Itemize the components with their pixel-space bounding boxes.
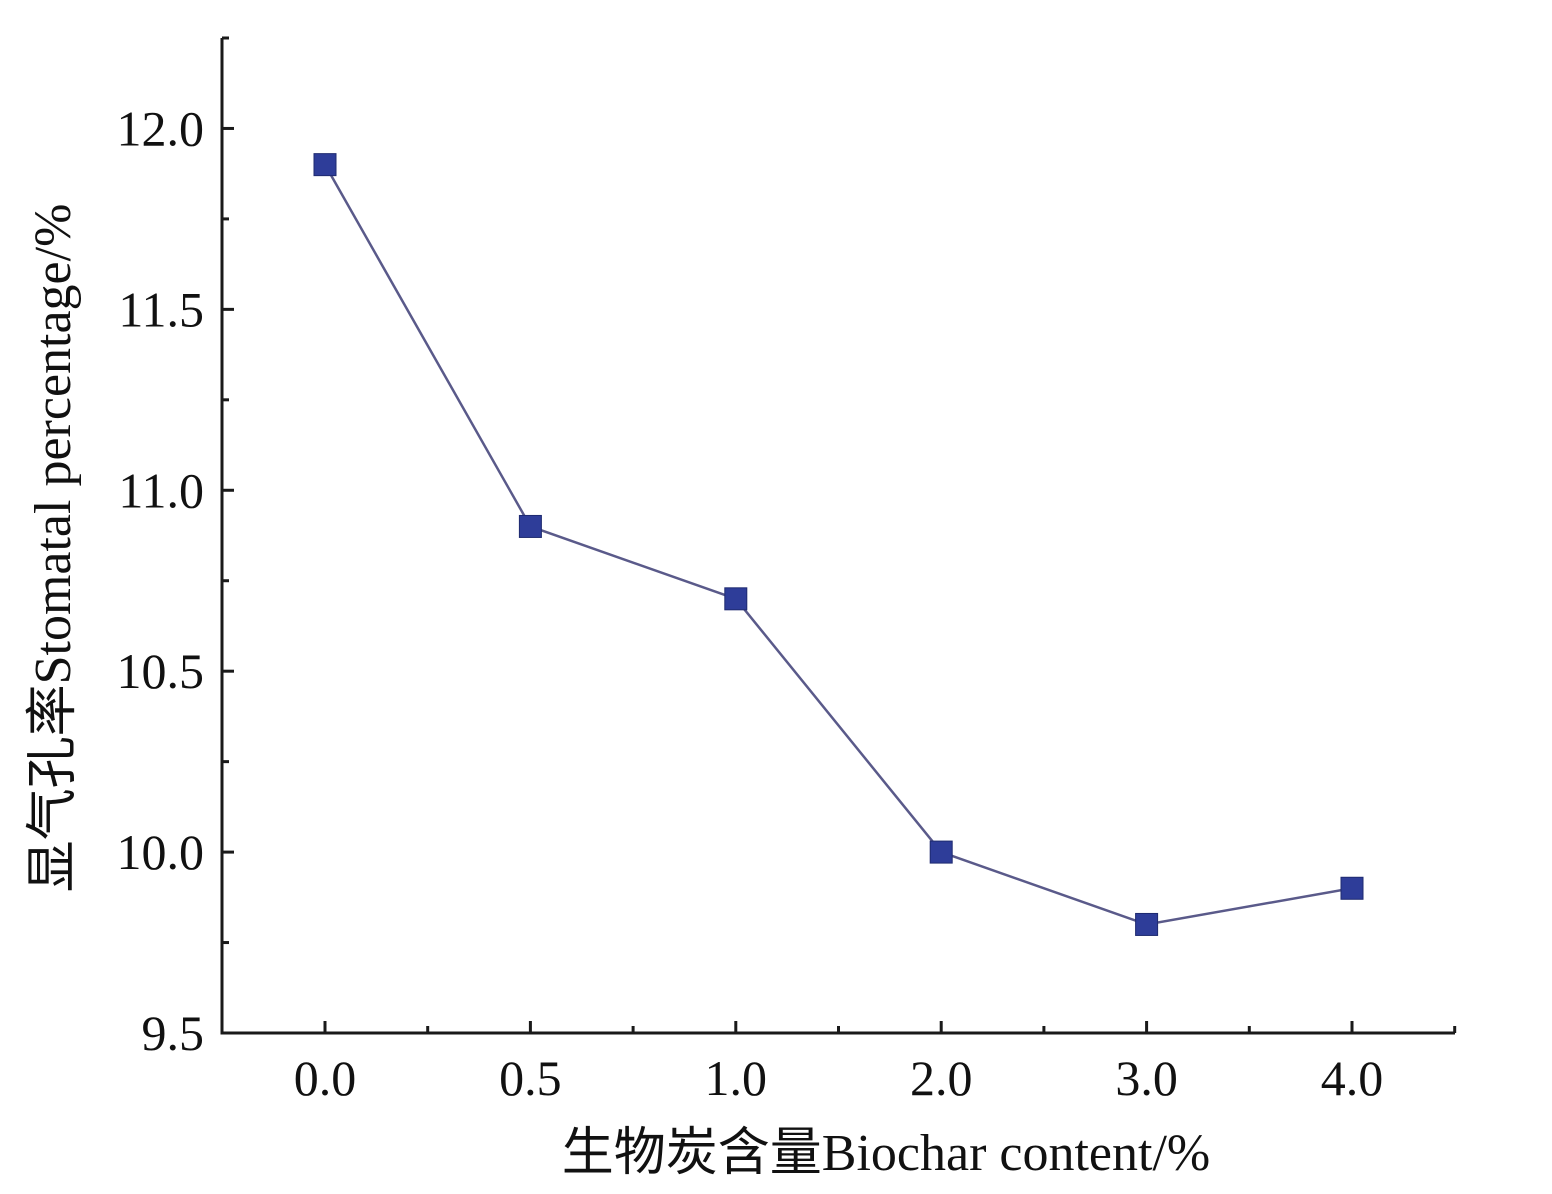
series bbox=[313, 153, 1364, 936]
y-tick-label: 11.5 bbox=[118, 281, 204, 337]
x-tick-label: 2.0 bbox=[910, 1050, 973, 1106]
data-point-marker bbox=[1135, 912, 1159, 936]
x-tick-label: 1.0 bbox=[705, 1050, 768, 1106]
data-point-marker bbox=[518, 514, 542, 538]
series-line bbox=[323, 164, 1353, 926]
x-tick-label: 3.0 bbox=[1115, 1050, 1178, 1106]
data-point-marker bbox=[313, 153, 337, 177]
data-point-marker bbox=[1340, 876, 1364, 900]
x-axis-title: 生物炭含量Biochar content/% bbox=[562, 1125, 1210, 1182]
x-tick-label: 0.5 bbox=[499, 1050, 562, 1106]
y-tick-label: 10.5 bbox=[117, 643, 205, 699]
y-tick-label: 9.5 bbox=[142, 1005, 205, 1061]
axis-frame bbox=[220, 38, 1455, 1035]
y-tick-label: 11.0 bbox=[118, 462, 204, 518]
data-point-marker bbox=[929, 840, 953, 864]
axes bbox=[220, 38, 1455, 1035]
y-tick-label: 12.0 bbox=[117, 100, 205, 156]
x-tick-label: 4.0 bbox=[1321, 1050, 1384, 1106]
data-point-marker bbox=[724, 587, 748, 611]
y-ticks: 9.5 10.0 10.5 11.0 11.5 12.0 bbox=[117, 36, 234, 1061]
x-tick-label: 0.0 bbox=[294, 1050, 357, 1106]
y-tick-label: 10.0 bbox=[117, 824, 205, 880]
x-ticks: 0.0 0.5 1.0 2.0 3.0 4.0 bbox=[294, 1021, 1457, 1106]
y-axis-title: 显气孔率Stomatal percentage/% bbox=[25, 204, 82, 893]
